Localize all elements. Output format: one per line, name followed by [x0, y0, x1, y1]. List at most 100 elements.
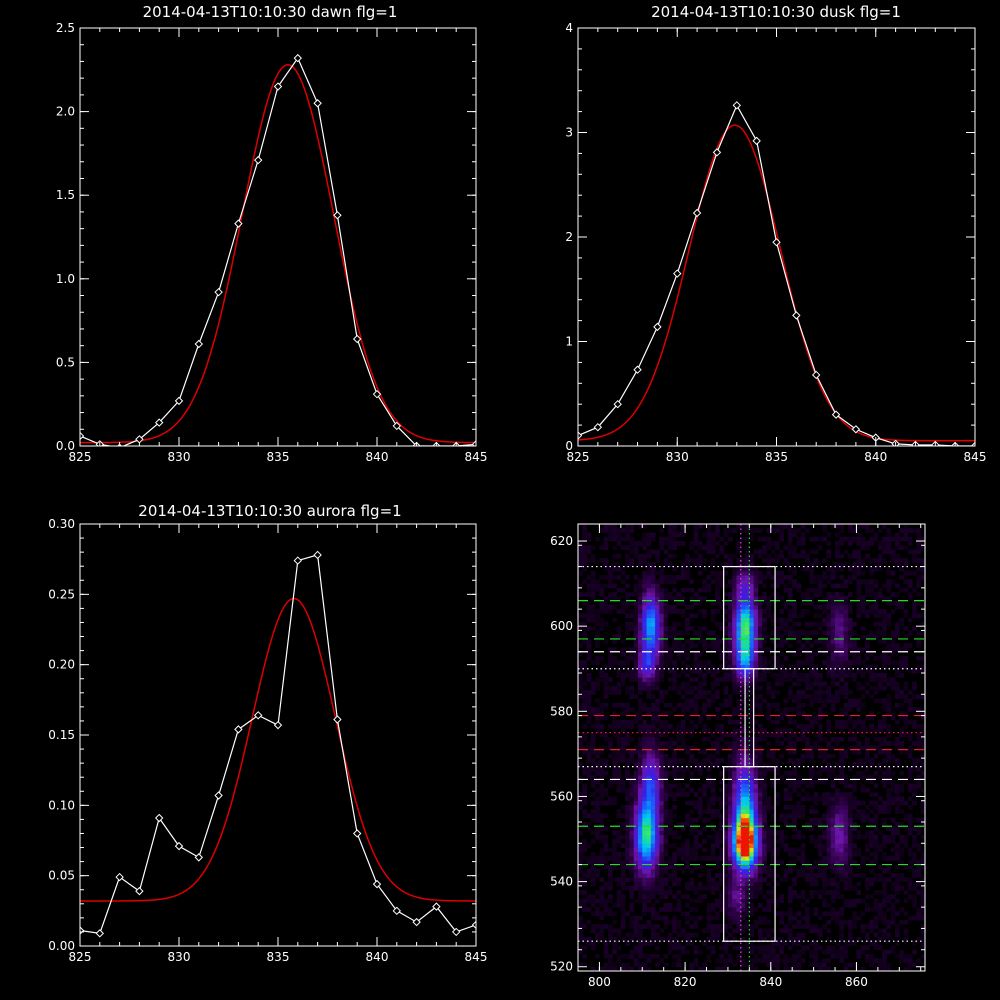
aurora-data-point — [194, 853, 204, 862]
heatmap-cell — [578, 664, 583, 670]
heatmap-cell — [753, 677, 759, 682]
heatmap-cell — [642, 553, 647, 559]
heatmap-cell — [852, 651, 857, 657]
heatmap-cell — [599, 796, 605, 802]
heatmap-cell — [625, 932, 630, 938]
heatmap-cell — [710, 792, 716, 797]
heatmap-cell — [586, 638, 592, 644]
heatmap-cell — [796, 528, 802, 533]
heatmap-cell — [715, 553, 720, 559]
heatmap-cell — [805, 630, 810, 636]
heatmap-cell — [642, 856, 647, 861]
heatmap-cell — [667, 936, 673, 942]
heatmap-cell — [625, 711, 630, 716]
heatmap-cell — [599, 724, 605, 729]
heatmap-cell — [830, 677, 836, 682]
heatmap-cell — [727, 592, 733, 597]
heatmap-cell — [865, 753, 870, 759]
heatmap-cell — [603, 834, 609, 840]
heatmap-cell — [873, 966, 879, 972]
heatmap-cell — [847, 864, 853, 870]
heatmap-cell — [659, 796, 665, 802]
heatmap-cell — [650, 630, 656, 636]
heatmap-cell — [873, 847, 879, 853]
heatmap-cell — [727, 792, 733, 797]
heatmap-cell — [787, 813, 793, 819]
heatmap-cell — [813, 890, 819, 895]
heatmap-cell — [843, 749, 849, 755]
heatmap-cell — [629, 707, 635, 712]
heatmap-cell — [805, 822, 810, 827]
heatmap-cell — [877, 843, 883, 848]
heatmap-cell — [817, 724, 823, 729]
heatmap-cell — [599, 936, 605, 942]
heatmap-cell — [736, 800, 742, 806]
heatmap-cell — [663, 702, 669, 708]
heatmap-cell — [847, 736, 853, 742]
heatmap-cell — [655, 877, 660, 882]
heatmap-cell — [753, 966, 759, 972]
heatmap-cell — [719, 894, 725, 900]
heatmap-cell — [830, 707, 836, 712]
heatmap-cell — [753, 655, 759, 661]
heatmap-cell — [839, 634, 844, 640]
heatmap-cell — [800, 796, 806, 802]
heatmap-cell — [745, 885, 750, 891]
heatmap-cell — [839, 630, 844, 636]
heatmap-cell — [663, 711, 669, 716]
heatmap-cell — [843, 655, 849, 661]
heatmap-cell — [843, 660, 849, 665]
heatmap-cell — [612, 553, 617, 559]
heatmap-cell — [817, 707, 823, 712]
heatmap-cell — [646, 864, 652, 870]
heatmap-cell — [805, 681, 810, 687]
heatmap-cell — [843, 724, 849, 729]
heatmap-cell — [783, 924, 789, 929]
heatmap-cell — [578, 775, 583, 780]
heatmap-cell — [869, 609, 874, 614]
heatmap-cell — [783, 804, 789, 810]
heatmap-cell — [697, 570, 703, 576]
heatmap-cell — [710, 800, 716, 806]
heatmap-cell — [873, 600, 879, 606]
heatmap-cell — [817, 860, 823, 865]
heatmap-cell — [869, 907, 874, 912]
heatmap-cell — [826, 958, 832, 963]
heatmap-cell — [723, 532, 729, 538]
heatmap-cell — [727, 758, 733, 763]
heatmap-cell — [727, 817, 733, 823]
heatmap-cell — [642, 796, 647, 802]
dawn-x-tick-label: 830 — [168, 450, 191, 464]
heatmap-cell — [612, 604, 617, 610]
heatmap-cell — [620, 787, 626, 793]
heatmap-cell — [757, 647, 763, 653]
heatmap-cell — [582, 626, 587, 631]
heatmap-cell — [783, 941, 789, 946]
heatmap-cell — [599, 673, 605, 678]
heatmap-cell — [646, 532, 652, 538]
heatmap-cell — [723, 907, 729, 912]
heatmap-cell — [620, 664, 626, 670]
heatmap-cell — [796, 587, 802, 593]
heatmap-cell — [847, 604, 853, 610]
heatmap-cell — [667, 843, 673, 848]
heatmap-cell — [710, 673, 716, 678]
heatmap-cell — [595, 834, 600, 840]
heatmap-cell — [715, 885, 720, 891]
heatmap-cell — [817, 745, 823, 751]
heatmap-cell — [659, 881, 665, 887]
heatmap-cell — [578, 592, 583, 597]
heatmap-cell — [642, 532, 647, 538]
heatmap-cell — [689, 817, 695, 823]
heatmap-cell — [805, 792, 810, 797]
heatmap-cell — [757, 753, 763, 759]
heatmap-cell — [633, 809, 639, 814]
heatmap-cell — [680, 745, 686, 751]
heatmap-cell — [672, 626, 677, 631]
heatmap-cell — [740, 600, 746, 606]
heatmap-cell — [745, 702, 750, 708]
heatmap-cell — [590, 928, 596, 934]
heatmap-cell — [800, 894, 806, 900]
heatmap-cell — [745, 775, 750, 780]
heatmap-cell — [685, 638, 690, 644]
